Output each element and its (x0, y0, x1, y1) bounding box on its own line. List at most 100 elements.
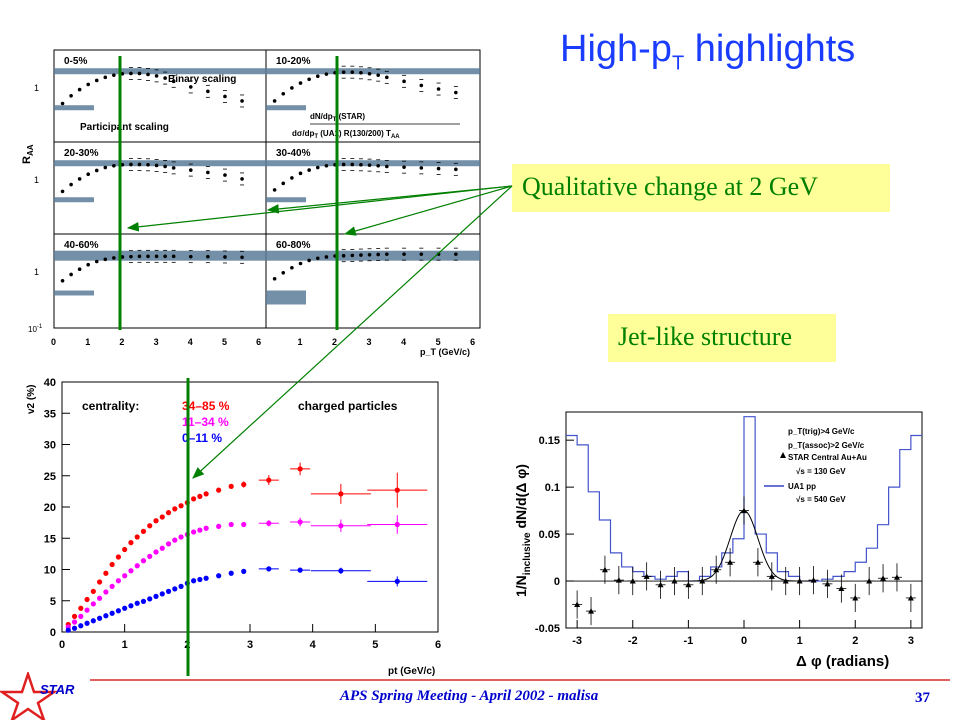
star-point (880, 575, 887, 581)
arrow-to-v2 (192, 185, 513, 479)
v2-point (153, 593, 159, 599)
raa-panel-frame (53, 233, 267, 329)
v2-legend-magenta: 11–34 % (182, 415, 229, 429)
v2-xlabel: pt (GeV/c) (388, 666, 435, 677)
raa-panel-frame (265, 233, 481, 329)
raa-point (163, 76, 167, 80)
v2-point (134, 534, 140, 540)
v2-legend-blue: 0–11 % (182, 431, 222, 445)
raa-point (129, 162, 133, 167)
raa-point (419, 83, 424, 88)
raa-point (240, 177, 244, 181)
raa-point (324, 255, 329, 259)
v2-point (172, 586, 178, 592)
raa-point (350, 162, 355, 167)
footer-text: APS Spring Meeting - April 2002 - malisa (340, 688, 599, 704)
v2-point (115, 608, 121, 614)
v2-point (228, 521, 234, 528)
raa-point (272, 276, 277, 281)
raa-point (359, 253, 363, 257)
v2-xtick-label: 4 (310, 639, 317, 651)
v2-point (128, 540, 134, 546)
v2-point (128, 603, 134, 609)
v2-point (266, 520, 272, 526)
raa-point (454, 252, 458, 256)
v2-point (159, 591, 165, 597)
v2-point (297, 519, 303, 525)
raa-point (240, 99, 244, 103)
participant-scaling-band (266, 105, 306, 111)
raa-point (77, 87, 82, 92)
v2-point (97, 615, 103, 621)
v2-point (172, 506, 178, 512)
raa-panel-label: 30-40% (276, 148, 311, 159)
raa-point (402, 252, 406, 256)
v2-ytick-label: 15 (44, 533, 56, 545)
page-number: 37 (915, 690, 930, 706)
v2-point (153, 518, 159, 524)
raa-panels-figure: 0-5% 10-20% 20-30% 30-40% 40-60% 60-80% RAA 1… (21, 49, 481, 357)
v2-point (394, 487, 400, 493)
gauss-fit-curve (677, 510, 811, 582)
v2-point (71, 613, 78, 619)
v2-point (203, 525, 209, 531)
arrow-to-right-raa (343, 185, 513, 236)
v2-point (84, 620, 90, 626)
v2-point (65, 627, 71, 633)
v2-point (297, 466, 303, 472)
raa-point (103, 165, 108, 170)
v2-point (338, 568, 344, 574)
raa-point (69, 182, 73, 187)
dphi-xtick-label: 3 (908, 635, 914, 647)
star-point (824, 580, 831, 587)
v2-ylabel: v2 (%) (26, 385, 37, 414)
star-point (907, 594, 914, 601)
ua1-histogram-path (566, 416, 922, 582)
dphi-legend-line4: √s = 130 GeV (796, 467, 846, 476)
raa-xtick-label: 5 (436, 337, 441, 347)
raa-point (60, 101, 65, 106)
raa-point (188, 85, 193, 89)
v2-point (84, 607, 90, 613)
v2-point (109, 610, 115, 616)
dphi-axes: -0.05 0 0.05 0.1 0.15 -3 -2 -1 0 1 2 3 (535, 435, 922, 647)
raa-panel-label: 40-60% (64, 240, 99, 251)
raa-point (272, 188, 277, 192)
dphi-ytick-label: 0.1 (545, 482, 560, 494)
raa-point (223, 173, 227, 177)
raa-panel-label: 60-80% (276, 240, 311, 251)
dphi-chart: -0.05 0 0.05 0.1 0.15 -3 -2 -1 0 1 2 3 1/Ninclusive… (513, 411, 923, 670)
raa-point (419, 166, 424, 170)
raa-xtick-label: 4 (188, 337, 193, 347)
v2-point (115, 578, 121, 584)
v2-point (122, 546, 128, 553)
v2-point (394, 521, 400, 528)
v2-point (78, 605, 84, 611)
raa-ytick-4: 10-1 (28, 324, 43, 334)
raa-panel-frame (53, 141, 267, 235)
raa-point (171, 79, 176, 84)
v2-xtick-label: 1 (122, 639, 128, 651)
dphi-legend-line1: p_T(trig)>4 GeV/c (788, 427, 855, 436)
v2-point (134, 563, 140, 569)
raa-point (454, 90, 458, 95)
raa-point (281, 270, 286, 275)
v2-point (147, 523, 153, 529)
raa-point (94, 168, 99, 173)
v2-point (165, 541, 172, 547)
v2-ytick-label: 40 (44, 377, 56, 389)
v2-xtick-label: 3 (247, 639, 253, 651)
raa-point (69, 272, 73, 277)
v2-point (90, 618, 96, 624)
star-point (754, 559, 761, 565)
v2-point (122, 605, 128, 611)
star-point (643, 573, 650, 579)
star-point (768, 573, 775, 579)
participant-scaling-band (266, 290, 306, 305)
raa-point (290, 266, 294, 270)
raa-point (367, 252, 372, 257)
participant-scaling-band (54, 290, 94, 296)
dphi-ytick-label: 0.05 (539, 529, 560, 541)
raa-xtick-label: 6 (470, 337, 475, 347)
v2-point (241, 568, 247, 574)
